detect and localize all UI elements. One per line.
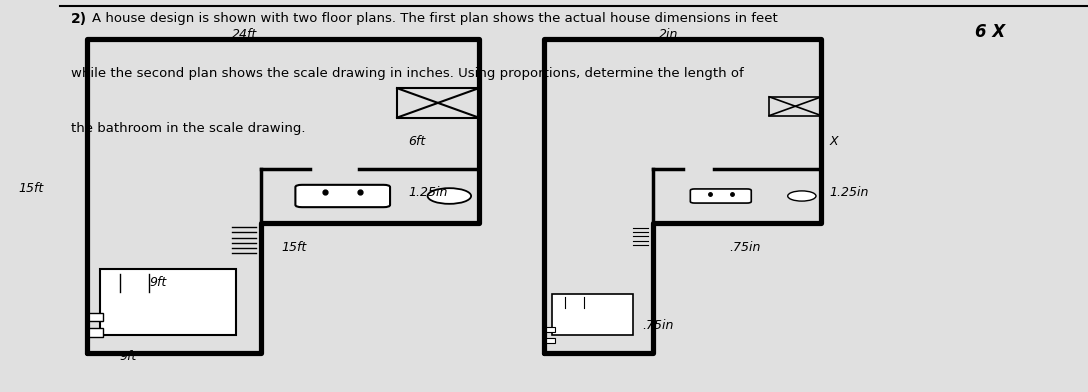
Bar [545,327,555,332]
Text: 2): 2) [71,12,87,26]
Text: 9ft: 9ft [149,276,166,289]
Circle shape [428,188,471,204]
Text: the bathroom in the scale drawing.: the bathroom in the scale drawing. [71,122,306,134]
Bar [552,294,633,335]
Bar [545,338,555,343]
Bar [769,97,821,116]
Text: .75in: .75in [730,241,761,254]
FancyBboxPatch shape [690,189,751,203]
Bar [88,313,103,321]
Text: 1.25in: 1.25in [408,185,447,199]
Text: X: X [829,134,838,148]
Bar [397,88,479,118]
Text: 6ft: 6ft [408,134,425,148]
FancyBboxPatch shape [295,185,390,207]
Bar [100,269,236,335]
Text: 9ft: 9ft [120,350,137,363]
Text: A house design is shown with two floor plans. The first plan shows the actual ho: A house design is shown with two floor p… [92,12,778,25]
Circle shape [788,191,816,201]
Text: 15ft: 15ft [18,181,44,195]
Text: while the second plan shows the scale drawing in inches. Using proportions, dete: while the second plan shows the scale dr… [71,67,743,80]
Text: 2in: 2in [659,28,679,41]
Text: 1.25in: 1.25in [829,185,868,199]
Text: 15ft: 15ft [281,241,307,254]
Text: .75in: .75in [643,319,673,332]
Bar [88,328,103,337]
Text: 6 X: 6 X [975,23,1005,41]
Text: 24ft: 24ft [232,28,258,41]
